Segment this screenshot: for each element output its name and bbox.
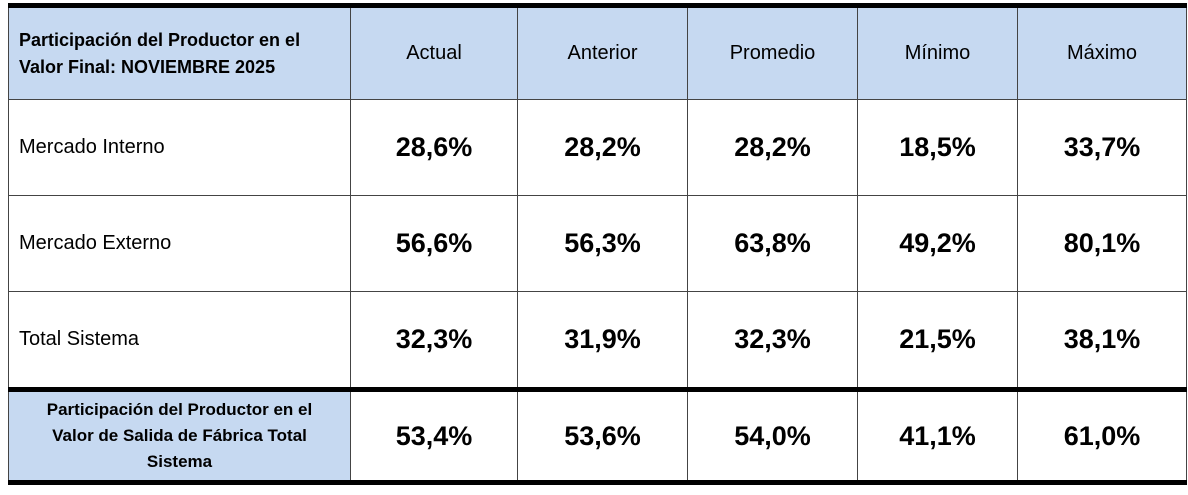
row-label: Mercado Externo (8, 195, 351, 292)
table-row: Mercado Externo 56,6% 56,3% 63,8% 49,2% 80,1% (8, 195, 1187, 292)
table-row: Mercado Interno 28,6% 28,2% 28,2% 18,5% 33,7% (8, 99, 1187, 196)
value-cell: 21,5% (857, 291, 1018, 390)
row-label: Participación del Productor en el Valor d… (8, 387, 351, 485)
value-cell: 28,2% (687, 99, 858, 196)
cell-line: Total Sistema (19, 328, 140, 350)
value-cell: 18,5% (857, 99, 1018, 196)
value-cell: 32,3% (687, 291, 858, 390)
value-cell: 53,6% (517, 387, 688, 485)
table-body: Mercado Interno 28,6% 28,2% 28,2% 18,5% 33,7%… (8, 99, 1187, 485)
value-cell: 63,8% (687, 195, 858, 292)
column-header: Actual (350, 3, 518, 100)
value-cell: 41,1% (857, 387, 1018, 485)
value-cell: 80,1% (1017, 195, 1187, 292)
value-cell: 28,6% (350, 99, 518, 196)
column-header: Anterior (517, 3, 688, 100)
data-table: Participación del Productor en el Valor F… (8, 3, 1187, 485)
cell-line: Valor de Salida de Fábrica Total (52, 426, 307, 445)
header-title: Participación del Productor en el Valor F… (8, 3, 351, 100)
table-row: Total Sistema 32,3% 31,9% 32,3% 21,5% 38,1% (8, 291, 1187, 390)
row-label: Total Sistema (8, 291, 351, 390)
value-cell: 61,0% (1017, 387, 1187, 485)
value-cell: 56,6% (350, 195, 518, 292)
value-cell: 53,4% (350, 387, 518, 485)
header-row: Participación del Productor en el Valor F… (8, 3, 1187, 100)
value-cell: 33,7% (1017, 99, 1187, 196)
cell-line: Participación del Productor en el (19, 29, 301, 50)
column-header: Máximo (1017, 3, 1187, 100)
cell-line: Valor Final: NOVIEMBRE 2025 (19, 56, 276, 77)
value-cell: 54,0% (687, 387, 858, 485)
value-cell: 31,9% (517, 291, 688, 390)
column-header: Mínimo (857, 3, 1018, 100)
table-row: Participación del Productor en el Valor d… (8, 387, 1187, 485)
column-header: Promedio (687, 3, 858, 100)
value-cell: 32,3% (350, 291, 518, 390)
table-header: Participación del Productor en el Valor F… (8, 3, 1187, 100)
row-label: Mercado Interno (8, 99, 351, 196)
cell-line: Sistema (146, 452, 213, 471)
cell-line: Mercado Externo (19, 232, 172, 254)
value-cell: 28,2% (517, 99, 688, 196)
value-cell: 38,1% (1017, 291, 1187, 390)
cell-line: Mercado Interno (19, 136, 165, 158)
value-cell: 56,3% (517, 195, 688, 292)
cell-line: Participación del Productor en el (46, 400, 313, 419)
value-cell: 49,2% (857, 195, 1018, 292)
